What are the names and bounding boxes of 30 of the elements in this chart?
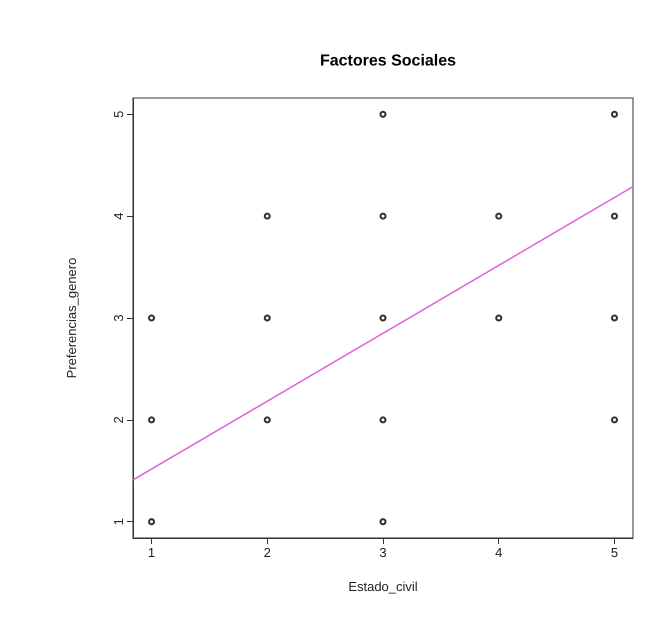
point (148, 314, 156, 322)
x-tick-label: 1 (148, 545, 156, 560)
x-tick-label: 4 (495, 545, 502, 560)
x-tick-label: 3 (379, 545, 387, 560)
y-tick-label: 2 (111, 416, 126, 424)
point (380, 416, 386, 424)
y-axis-title: Preferencias_genero (64, 258, 79, 378)
point (264, 416, 271, 424)
x-axis-title: Estado_civil (348, 579, 418, 594)
point (148, 416, 156, 424)
y-tick-label: 4 (111, 212, 126, 220)
y-tick-label: 5 (111, 110, 126, 118)
point (380, 110, 386, 118)
y-tick-label: 3 (111, 314, 126, 322)
point (495, 314, 502, 322)
y-tick-label: 1 (111, 518, 126, 526)
point (380, 518, 386, 526)
point (610, 110, 618, 118)
point (610, 314, 618, 322)
point (264, 212, 271, 220)
point (610, 416, 618, 424)
x-tick-label: 5 (610, 545, 618, 560)
point (495, 212, 502, 220)
point (380, 212, 386, 220)
chart-title: Factores Sociales (320, 52, 456, 70)
point (380, 314, 386, 322)
point (610, 212, 618, 220)
point (264, 314, 271, 322)
x-tick-label: 2 (264, 545, 271, 560)
point (148, 518, 156, 526)
